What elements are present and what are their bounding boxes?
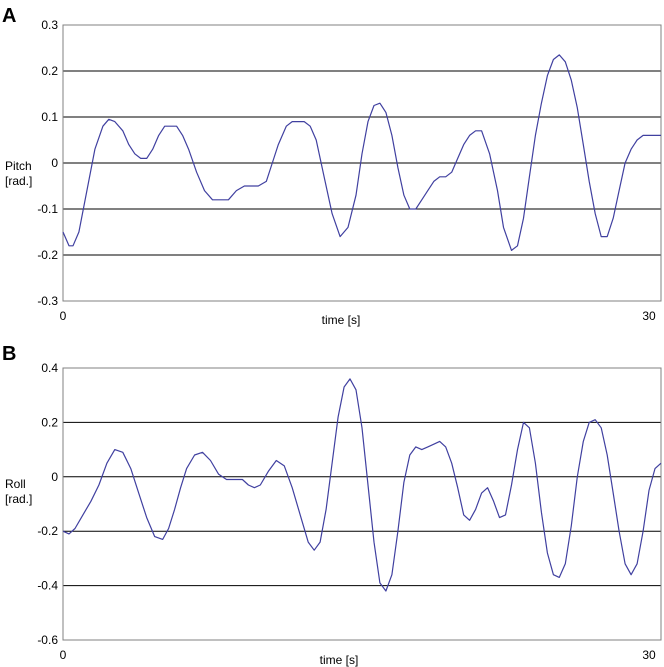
series-line-roll [62,378,662,592]
x-axis-label-a: time [s] [322,313,361,327]
y-axis-label-b-line1: Roll [5,477,26,491]
y-tick-label: -0.4 [37,579,58,593]
x-tick-labels-a: 0 30 [60,309,656,323]
y-tick-label: -0.2 [37,524,58,538]
gridlines-b [63,421,661,587]
plot-frame-a [62,24,662,302]
panel-letter-b: B [2,343,16,365]
x-tick-label: 0 [60,309,67,323]
y-axis-label-a-line1: Pitch [5,159,32,173]
y-axis-label-a-line2: [rad.] [5,174,32,188]
gridlines-a [63,70,661,256]
y-tick-labels-b: 0.4 0.2 0 -0.2 -0.4 -0.6 [37,361,58,647]
y-tick-label: -0.3 [37,294,58,308]
y-tick-label: 0.4 [41,361,58,375]
y-tick-label: 0.1 [41,110,58,124]
panel-a: A 0.3 0.2 0.1 0 -0.1 -0.2 -0.3 0 30 Pitch [rad.… [2,5,662,327]
series-line-pitch [62,54,661,251]
x-tick-labels-b: 0 30 [60,648,656,662]
y-axis-label-b-line2: [rad.] [5,492,32,506]
y-tick-labels-a: 0.3 0.2 0.1 0 -0.1 -0.2 -0.3 [37,18,58,308]
plot-frame-b [62,367,662,641]
panel-b: B 0.4 0.2 0 -0.2 -0.4 -0.6 0 30 Roll [rad.] ti… [2,343,662,667]
y-tick-label: -0.1 [37,202,58,216]
x-tick-label: 30 [642,648,656,662]
y-tick-label: -0.6 [37,633,58,647]
x-tick-label: 30 [642,309,656,323]
y-tick-label: 0.3 [41,18,58,32]
panel-letter-a: A [2,5,16,27]
y-tick-label: 0.2 [41,415,58,429]
y-tick-label: 0.2 [41,64,58,78]
x-tick-label: 0 [60,648,67,662]
y-tick-label: 0 [51,470,58,484]
x-axis-label-b: time [s] [320,653,359,667]
y-tick-label: -0.2 [37,248,58,262]
y-tick-label: 0 [51,156,58,170]
